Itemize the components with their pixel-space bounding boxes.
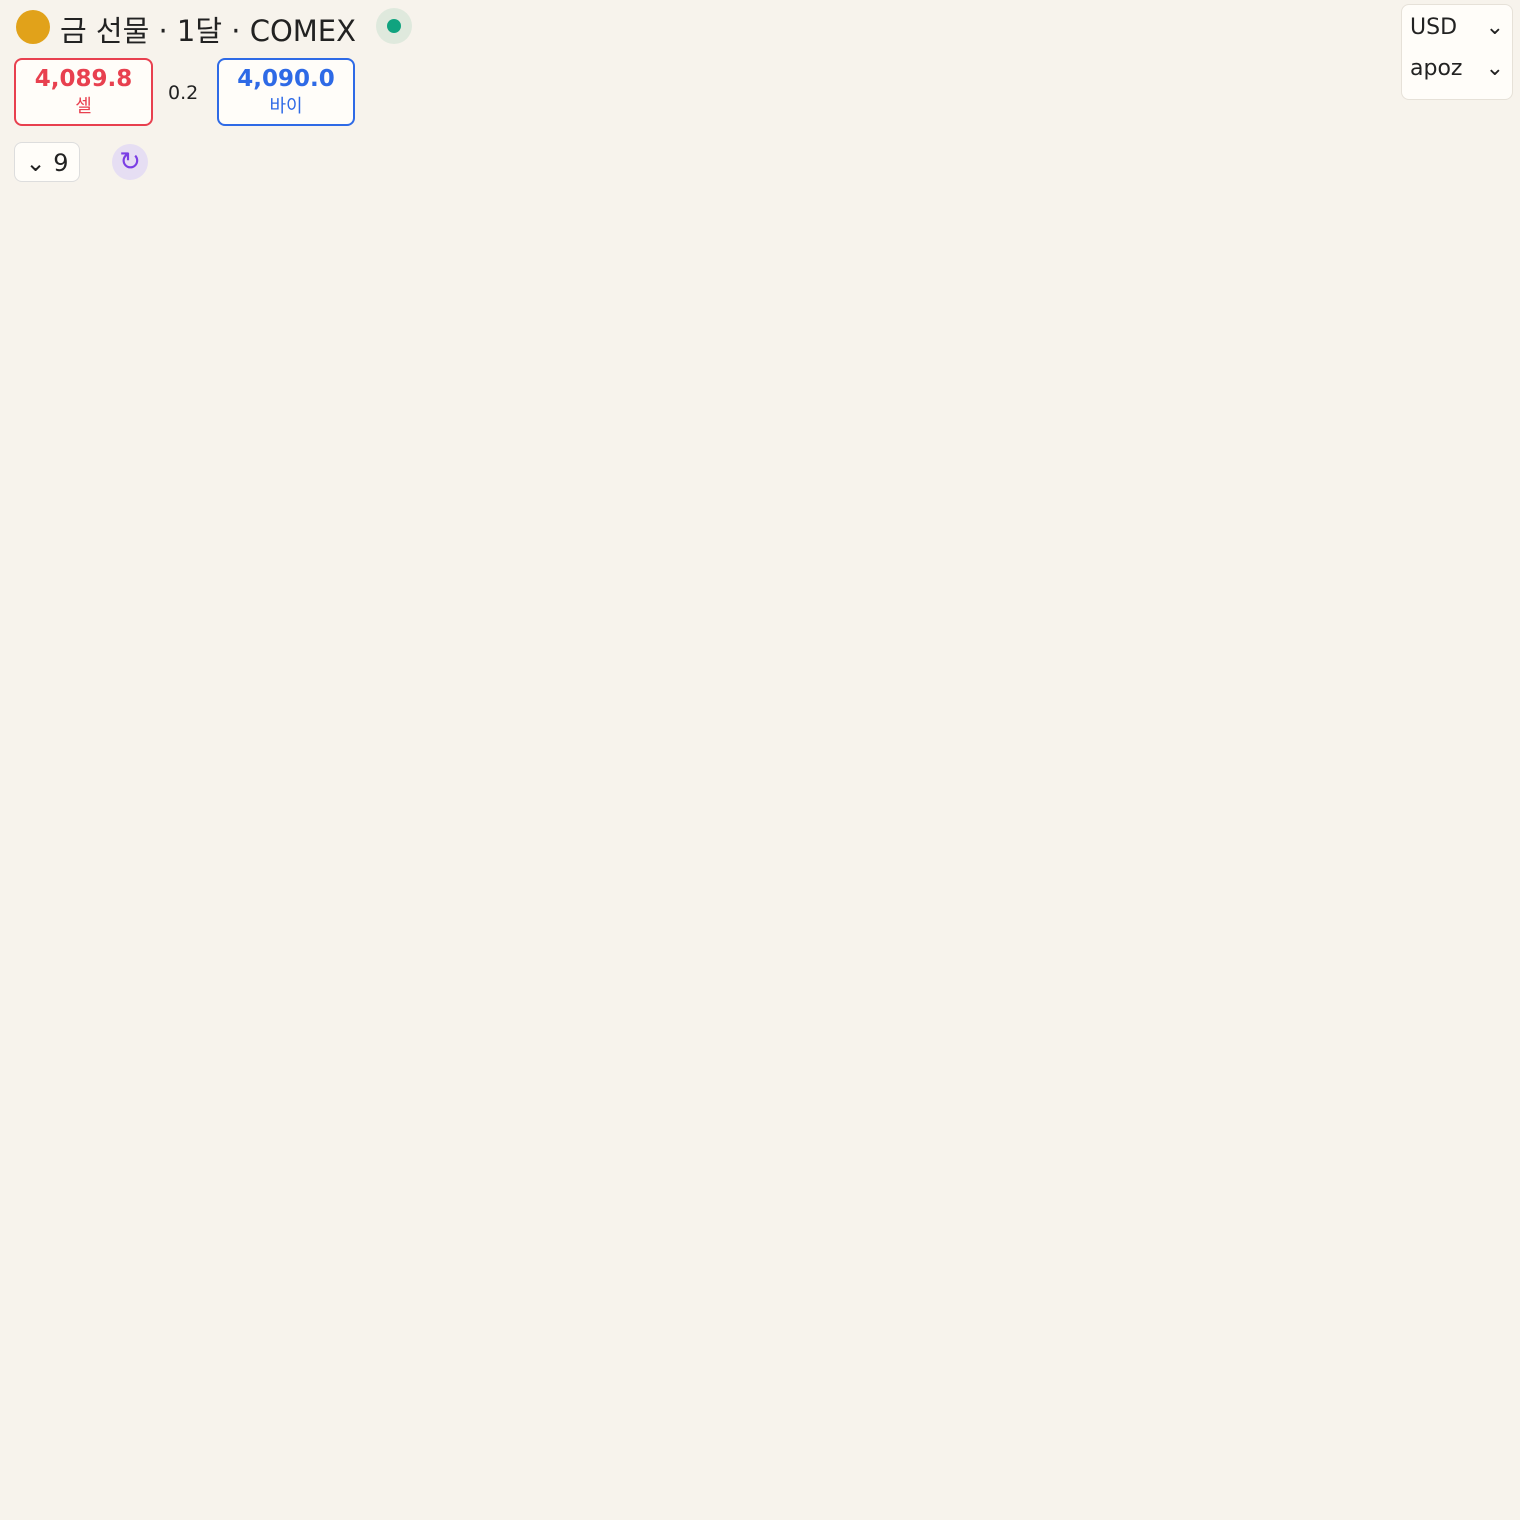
buy-price: 4,090.0: [237, 66, 335, 92]
account: apoz: [1410, 56, 1463, 81]
logo: [16, 10, 50, 44]
buy-button[interactable]: 4,090.0 바이: [217, 58, 355, 126]
sell-label: 셀: [75, 96, 92, 117]
interval: 9: [53, 149, 69, 177]
sell-button[interactable]: 4,089.8 셀: [14, 58, 153, 126]
account-select[interactable]: apoz ⌄: [1410, 56, 1504, 81]
spread: 0.2: [168, 82, 199, 104]
status-dot: [376, 8, 412, 44]
currency: USD: [1410, 15, 1458, 40]
buy-label: 바이: [269, 96, 303, 117]
title: 금 선물 · 1달 · COMEX: [60, 14, 356, 48]
sell-price: 4,089.8: [34, 66, 133, 92]
interval-dropdown[interactable]: ⌄ 9: [14, 142, 80, 182]
refresh-button[interactable]: ↻: [112, 144, 148, 180]
currency-panel: USD ⌄ apoz ⌄: [1401, 4, 1513, 100]
currency-select[interactable]: USD ⌄: [1410, 15, 1504, 40]
